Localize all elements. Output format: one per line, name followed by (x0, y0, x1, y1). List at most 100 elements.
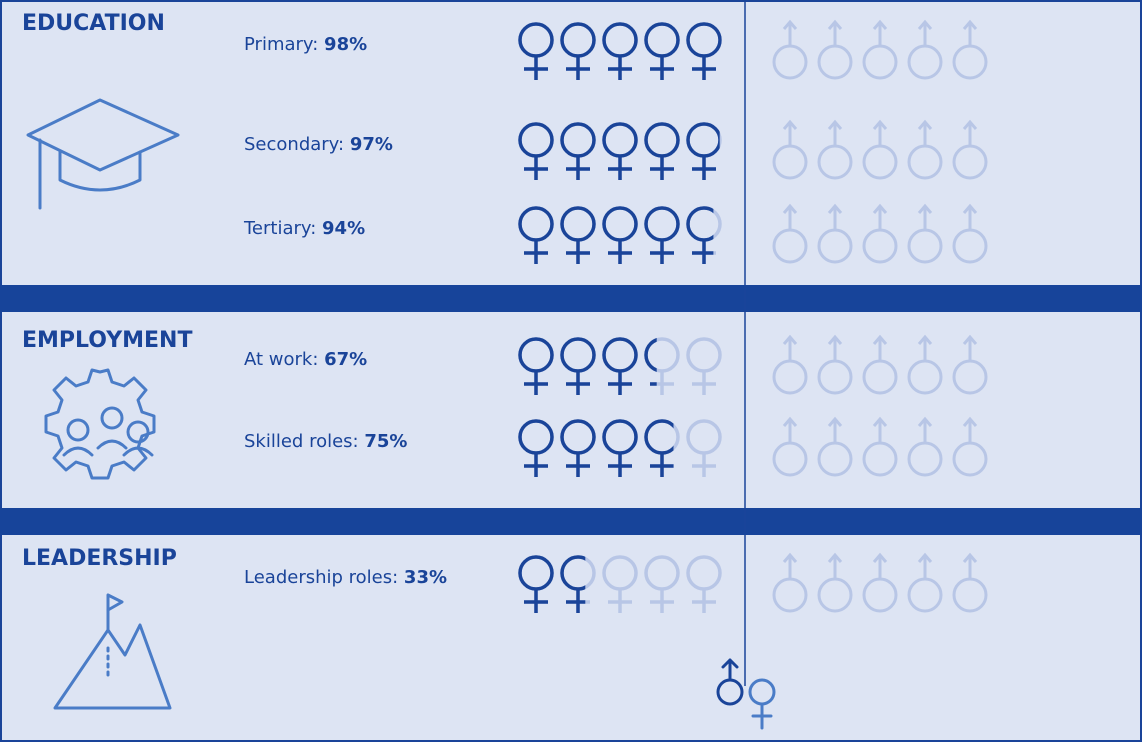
divider (0, 508, 1142, 535)
male-symbol (782, 119, 798, 146)
value-label: 67% (324, 349, 367, 370)
male-symbol (917, 416, 933, 443)
male-symbol (907, 552, 943, 613)
female-symbol (644, 338, 657, 372)
male-symbol (817, 552, 853, 613)
value-label: 33% (404, 567, 447, 588)
female-symbol (566, 156, 590, 180)
male-symbol (872, 19, 888, 46)
female-symbol (608, 589, 632, 613)
male-symbol (862, 552, 898, 613)
male-symbol (952, 552, 988, 613)
female-symbol (692, 56, 716, 80)
male-symbol (782, 203, 798, 230)
male-symbol (872, 203, 888, 230)
male-symbol (772, 19, 808, 80)
male-symbol (872, 416, 888, 443)
value-label: 75% (364, 431, 407, 452)
male-symbol (772, 203, 808, 264)
female-symbol (608, 56, 632, 80)
female-symbol (650, 382, 657, 386)
gear-icon (44, 368, 156, 480)
female-symbol (524, 589, 548, 613)
value-label: 98% (324, 34, 367, 55)
female-symbol (524, 371, 548, 395)
male-symbol (862, 19, 898, 80)
female-symbol (524, 56, 548, 80)
male-symbol (827, 119, 843, 146)
female-symbol (524, 240, 548, 264)
female-symbol (566, 589, 586, 613)
female-symbol (692, 453, 716, 477)
graduation-icon (26, 98, 180, 210)
female-filled (518, 22, 722, 80)
male-symbol (962, 552, 978, 579)
male-symbol (772, 334, 808, 395)
female-symbol (566, 453, 590, 477)
male-symbol (817, 119, 853, 180)
male-symbol (917, 119, 933, 146)
value-label: 94% (322, 218, 365, 239)
male-symbol (907, 334, 943, 395)
female-symbol (608, 371, 632, 395)
male-symbol (862, 416, 898, 477)
female-symbol (650, 156, 674, 180)
female-symbol (566, 56, 590, 80)
male-symbol (772, 416, 808, 477)
male-symbol (907, 416, 943, 477)
male-symbol (827, 203, 843, 230)
male-symbol (782, 552, 798, 579)
divider (0, 285, 1142, 312)
label: Leadership roles: (244, 567, 404, 588)
item-label: Secondary: 97% (244, 134, 393, 155)
male-symbol (952, 19, 988, 80)
male-symbol (827, 334, 843, 361)
male-symbol (962, 334, 978, 361)
female-symbol (692, 371, 716, 395)
female-symbol (608, 453, 632, 477)
male-symbol (827, 416, 843, 443)
female-symbol (566, 371, 590, 395)
male-symbol (872, 552, 888, 579)
male-symbol (872, 119, 888, 146)
male-symbol (952, 119, 988, 180)
male-symbol (782, 416, 798, 443)
male-symbol (907, 203, 943, 264)
male-symbol (772, 119, 808, 180)
male-symbol (962, 19, 978, 46)
label: Tertiary: (243, 218, 322, 239)
female-symbol (650, 453, 674, 477)
item-label: At work: 67% (244, 349, 367, 370)
female-symbol (650, 589, 674, 613)
male-symbol (817, 203, 853, 264)
female-filled (518, 206, 714, 264)
female-symbol (566, 240, 590, 264)
female-symbol (692, 240, 714, 264)
male-symbol (827, 552, 843, 579)
mountain-icon (53, 593, 172, 710)
male-symbol (962, 119, 978, 146)
female-symbol (650, 240, 674, 264)
label: Skilled roles: (244, 431, 364, 452)
section-title: LEADERSHIP (22, 546, 177, 571)
male-symbol (772, 552, 808, 613)
gender-icon (716, 658, 776, 730)
male-symbol (917, 334, 933, 361)
female-symbol (524, 156, 548, 180)
male-symbol (962, 203, 978, 230)
male-symbol (952, 334, 988, 395)
male-symbol (817, 334, 853, 395)
male-symbol (952, 203, 988, 264)
female-filled (518, 122, 720, 180)
male-symbol (817, 416, 853, 477)
male-symbol (862, 203, 898, 264)
male-symbol (952, 416, 988, 477)
item-label: Primary: 98% (244, 34, 367, 55)
male-symbol (907, 119, 943, 180)
value-label: 97% (350, 134, 393, 155)
item-label: Skilled roles: 75% (244, 431, 407, 452)
male-symbol (817, 19, 853, 80)
female-filled (518, 555, 586, 613)
male-symbol (862, 334, 898, 395)
